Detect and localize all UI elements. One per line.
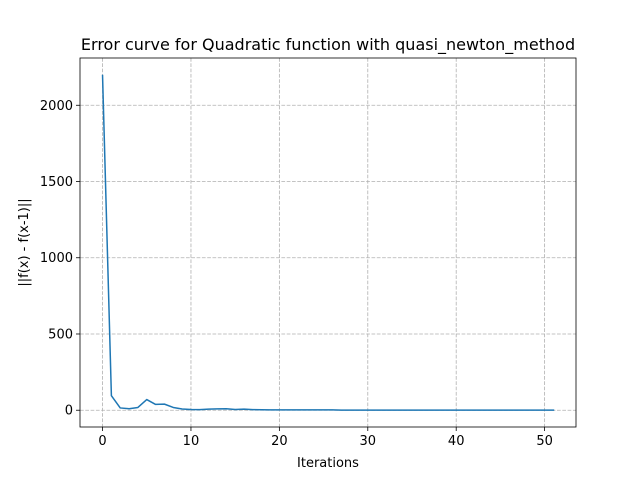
x-tick-label: 0 xyxy=(98,434,106,449)
x-tick-label: 50 xyxy=(536,434,553,449)
x-axis-label: Iterations xyxy=(297,456,359,471)
y-axis-label: ||f(x) - f(x-1)|| xyxy=(17,198,32,286)
y-tick-label: 1000 xyxy=(40,251,73,266)
x-tick-label: 40 xyxy=(448,434,465,449)
chart-title: Error curve for Quadratic function with … xyxy=(81,35,575,55)
x-tick-label: 20 xyxy=(271,434,288,449)
grid-layer xyxy=(80,58,576,427)
x-tick-label: 10 xyxy=(183,434,200,449)
y-tick-label: 0 xyxy=(65,404,73,419)
y-tick-label: 2000 xyxy=(40,99,73,114)
x-tick-label: 30 xyxy=(360,434,377,449)
series-layer xyxy=(101,74,555,411)
series-line xyxy=(101,74,555,411)
axes-frame xyxy=(79,57,577,428)
y-tick-label: 500 xyxy=(48,327,73,342)
y-tick-label: 1500 xyxy=(40,175,73,190)
